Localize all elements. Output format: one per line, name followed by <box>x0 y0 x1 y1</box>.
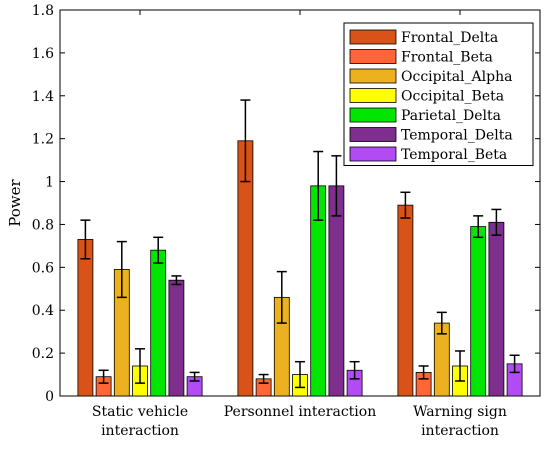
x-category-label: interaction <box>101 423 179 439</box>
legend-label: Frontal_Beta <box>401 50 493 66</box>
y-tick-label: 0 <box>45 389 54 405</box>
y-axis-title: Power <box>6 178 24 226</box>
legend-label: Occipital_Alpha <box>401 69 512 85</box>
y-tick-label: 1 <box>45 175 54 191</box>
legend-swatch <box>349 29 397 45</box>
legend-label: Occipital_Beta <box>401 89 504 105</box>
y-tick-label: 1.8 <box>32 3 54 19</box>
bar-temporal-delta <box>488 221 505 397</box>
x-category-label: Personnel interaction <box>224 404 376 420</box>
legend-swatch <box>349 127 397 142</box>
legend-swatch <box>349 49 397 64</box>
legend-swatch <box>349 68 397 84</box>
bar-frontal-delta <box>77 239 94 397</box>
bar-frontal-delta <box>397 204 414 397</box>
legend-swatch <box>349 107 397 123</box>
y-tick-label: 1.4 <box>32 89 54 105</box>
legend-swatch <box>349 88 397 103</box>
legend-label: Temporal_Delta <box>401 128 513 144</box>
bar-temporal-delta <box>328 185 345 397</box>
legend-label: Temporal_Beta <box>401 147 507 163</box>
y-tick-label: 0.2 <box>32 346 54 362</box>
y-tick-label: 0.6 <box>32 260 54 276</box>
x-category-label: interaction <box>421 423 499 439</box>
y-tick-label: 0.8 <box>32 217 54 233</box>
y-tick-label: 1.2 <box>32 132 54 148</box>
y-tick-label: 0.4 <box>32 303 54 319</box>
x-category-label: Warning sign <box>413 404 507 420</box>
x-category-label: Static vehicle <box>92 404 188 420</box>
bar-parietal-delta <box>470 226 487 397</box>
legend-swatch <box>349 146 397 162</box>
legend-label: Frontal_Delta <box>401 30 498 46</box>
bar-parietal-delta <box>150 249 167 397</box>
legend-label: Parietal_Delta <box>401 108 501 124</box>
bar-temporal-delta <box>168 279 185 397</box>
y-tick-label: 1.6 <box>32 46 54 62</box>
